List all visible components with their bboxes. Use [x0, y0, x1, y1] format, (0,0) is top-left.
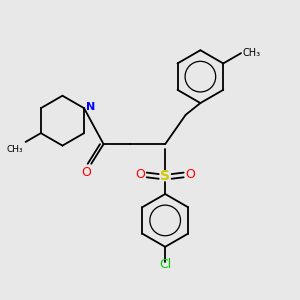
Text: CH₃: CH₃: [242, 48, 261, 58]
Text: Cl: Cl: [159, 258, 171, 271]
Text: N: N: [85, 102, 95, 112]
Text: O: O: [81, 166, 91, 178]
Text: O: O: [135, 168, 145, 182]
Text: S: S: [160, 169, 170, 183]
Text: CH₃: CH₃: [6, 145, 23, 154]
Text: O: O: [185, 168, 195, 182]
